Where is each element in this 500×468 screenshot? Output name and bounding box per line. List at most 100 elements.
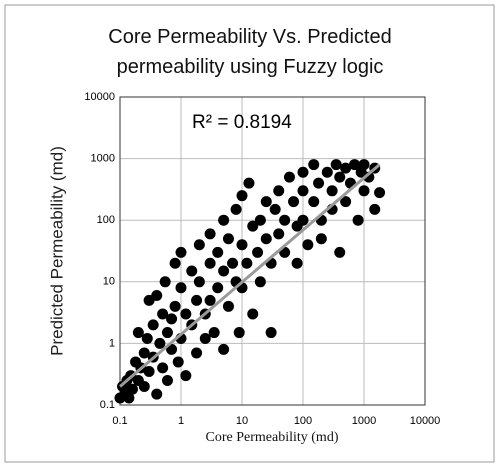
x-tick-label: 1 bbox=[178, 415, 184, 427]
point bbox=[218, 214, 230, 226]
point bbox=[340, 162, 352, 174]
point bbox=[159, 276, 171, 288]
x-axis-label: Core Permeability (md) bbox=[206, 430, 339, 445]
point bbox=[193, 276, 205, 288]
annotation: R² = 0.8194 bbox=[192, 112, 292, 133]
point bbox=[334, 246, 346, 258]
point bbox=[169, 300, 181, 312]
point bbox=[369, 203, 381, 215]
point bbox=[247, 308, 259, 320]
point bbox=[147, 319, 159, 331]
point bbox=[199, 333, 211, 345]
point bbox=[180, 308, 192, 320]
point bbox=[330, 159, 342, 171]
point bbox=[283, 171, 295, 183]
point bbox=[230, 203, 242, 215]
point bbox=[308, 159, 320, 171]
point bbox=[175, 282, 187, 294]
y-tick-label: 10 bbox=[103, 276, 115, 288]
point bbox=[141, 333, 153, 345]
point bbox=[180, 370, 192, 382]
point bbox=[169, 257, 181, 269]
point bbox=[326, 185, 338, 197]
point bbox=[193, 239, 205, 251]
point bbox=[297, 185, 309, 197]
point bbox=[349, 159, 361, 171]
point bbox=[138, 380, 150, 392]
y-tick-label: 1000 bbox=[91, 153, 115, 165]
x-tick-label: 100 bbox=[294, 415, 312, 427]
point bbox=[334, 171, 346, 183]
point bbox=[358, 159, 370, 171]
x-tick-label: 1000 bbox=[352, 415, 376, 427]
point bbox=[126, 383, 138, 395]
y-tick-label: 1 bbox=[109, 337, 115, 349]
point bbox=[254, 276, 266, 288]
y-tick-label: 100 bbox=[97, 214, 115, 226]
point bbox=[297, 166, 309, 178]
point bbox=[186, 265, 198, 277]
point bbox=[151, 289, 163, 301]
point bbox=[191, 347, 203, 359]
point bbox=[123, 392, 135, 404]
point bbox=[208, 327, 220, 339]
point bbox=[212, 246, 224, 258]
point bbox=[247, 220, 259, 232]
trendline bbox=[119, 163, 381, 388]
point bbox=[374, 187, 386, 199]
point bbox=[352, 214, 364, 226]
y-axis-label: Predicted Permeability (md) bbox=[47, 146, 66, 356]
plot-border bbox=[119, 96, 426, 406]
point bbox=[308, 196, 320, 208]
point bbox=[204, 228, 216, 240]
point bbox=[243, 177, 255, 189]
point bbox=[302, 239, 314, 251]
point bbox=[358, 185, 370, 197]
chart-title: Core Permeability Vs. Predicted permeabi… bbox=[108, 26, 392, 78]
point bbox=[157, 362, 169, 374]
point bbox=[143, 365, 155, 377]
y-tick-label: 10000 bbox=[84, 91, 115, 103]
point bbox=[313, 177, 325, 189]
point bbox=[166, 313, 178, 325]
point bbox=[236, 190, 248, 202]
point bbox=[161, 327, 173, 339]
point bbox=[241, 257, 253, 269]
point bbox=[151, 388, 163, 400]
point bbox=[204, 294, 216, 306]
point bbox=[222, 300, 234, 312]
point bbox=[254, 214, 266, 226]
y-tick-label: 0.1 bbox=[100, 399, 115, 411]
point bbox=[340, 196, 352, 208]
point bbox=[288, 196, 300, 208]
point bbox=[161, 374, 173, 386]
point bbox=[321, 166, 333, 178]
x-tick-label: 10000 bbox=[410, 415, 441, 427]
point bbox=[273, 228, 285, 240]
point bbox=[265, 327, 277, 339]
point bbox=[212, 282, 224, 294]
point bbox=[175, 246, 187, 258]
point bbox=[218, 343, 230, 355]
point bbox=[291, 257, 303, 269]
point bbox=[269, 203, 281, 215]
point bbox=[191, 294, 203, 306]
x-tick-label: 10 bbox=[236, 415, 248, 427]
point bbox=[233, 327, 245, 339]
point bbox=[260, 196, 272, 208]
point bbox=[138, 347, 150, 359]
point bbox=[218, 265, 230, 277]
point bbox=[132, 327, 144, 339]
x-tick-label: 0.1 bbox=[112, 415, 127, 427]
point bbox=[315, 233, 327, 245]
point bbox=[204, 257, 216, 269]
point bbox=[273, 185, 285, 197]
point bbox=[236, 239, 248, 251]
point bbox=[154, 337, 166, 349]
point bbox=[222, 233, 234, 245]
point bbox=[252, 246, 264, 258]
point bbox=[157, 308, 169, 320]
point bbox=[172, 356, 184, 368]
